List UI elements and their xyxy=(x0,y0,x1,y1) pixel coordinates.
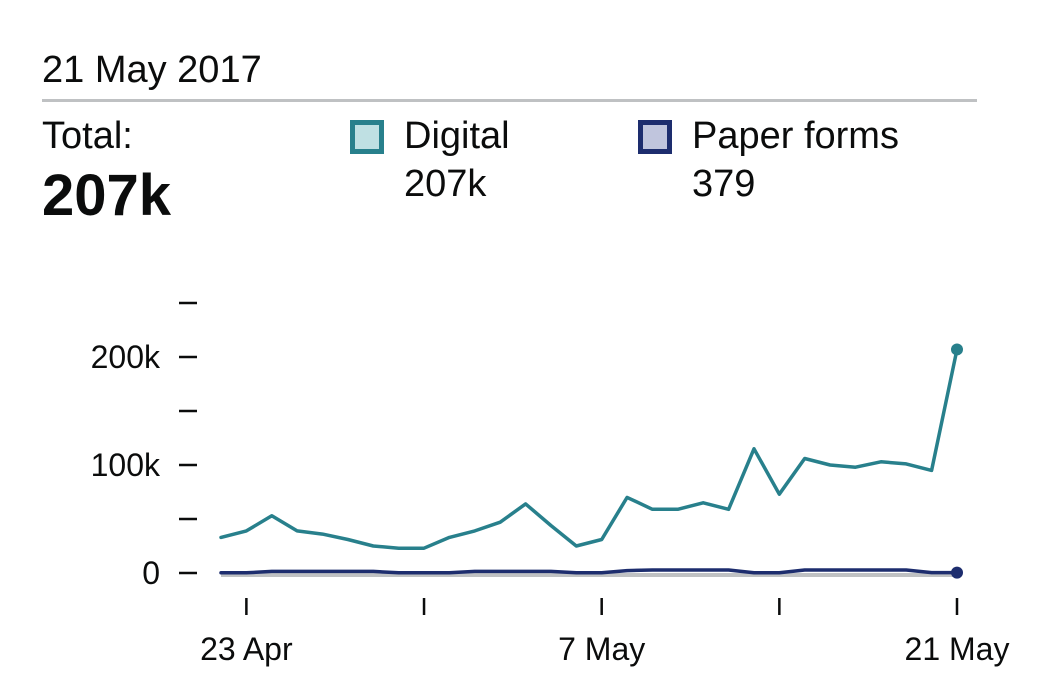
y-tick-label: 200k xyxy=(91,339,161,375)
series-line-paper-forms xyxy=(219,568,959,575)
legend-swatch-paper-forms xyxy=(638,120,672,154)
legend-name-paper-forms: Paper forms xyxy=(692,115,899,157)
y-tick-label: 0 xyxy=(142,555,160,591)
legend-name-digital: Digital xyxy=(404,115,510,157)
series-endpoint-digital xyxy=(951,343,963,356)
x-tick-label: 23 Apr xyxy=(200,631,293,667)
legend-swatch-digital xyxy=(350,120,384,154)
header-divider xyxy=(42,99,977,102)
x-tick-label: 21 May xyxy=(905,631,1010,667)
series-line-digital xyxy=(219,347,959,550)
y-tick-label: 100k xyxy=(91,447,161,483)
chart-date-title: 21 May 2017 xyxy=(42,49,262,91)
legend-value-paper-forms: 379 xyxy=(692,163,756,205)
legend-value-digital: 207k xyxy=(404,163,487,205)
total-label: Total: xyxy=(42,115,133,157)
series-endpoint-paper-forms xyxy=(951,566,963,579)
total-value: 207k xyxy=(42,163,172,228)
x-tick-label: 7 May xyxy=(558,631,645,667)
x-axis-baseline xyxy=(221,573,957,577)
